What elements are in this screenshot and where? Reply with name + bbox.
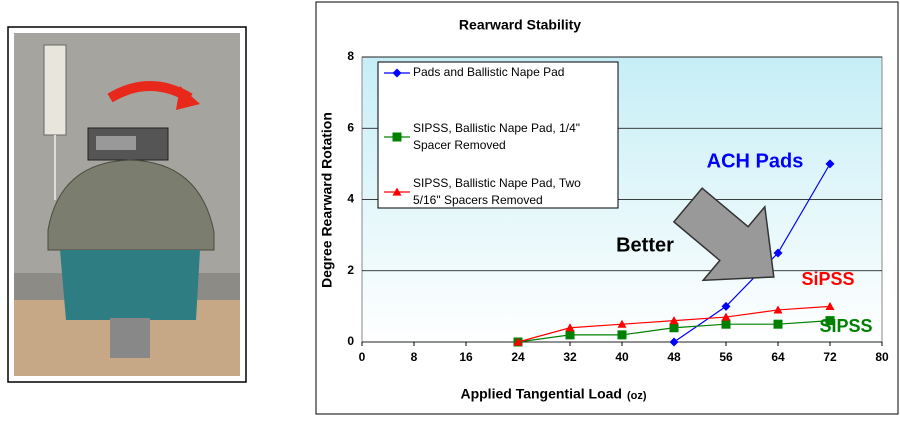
marker bbox=[617, 330, 627, 340]
annotation: SIPSS bbox=[819, 316, 872, 336]
annotation: Better bbox=[616, 234, 674, 256]
x-tick-label: 32 bbox=[563, 350, 577, 364]
marker bbox=[617, 319, 627, 328]
marker bbox=[565, 323, 575, 332]
x-tick-label: 64 bbox=[771, 350, 785, 364]
marker bbox=[669, 323, 679, 333]
x-tick-label: 0 bbox=[359, 350, 366, 364]
x-tick-label: 24 bbox=[511, 350, 525, 364]
marker bbox=[721, 319, 731, 329]
annotation: ACH Pads bbox=[707, 150, 804, 172]
marker bbox=[513, 337, 523, 346]
chart-title: Rearward Stability bbox=[459, 17, 581, 33]
y-tick-label: 0 bbox=[347, 334, 354, 348]
y-tick-label: 6 bbox=[347, 120, 354, 134]
photo bbox=[7, 26, 247, 383]
series-line bbox=[673, 163, 831, 343]
x-tick-label: 48 bbox=[667, 350, 681, 364]
y-tick-label: 4 bbox=[347, 192, 354, 206]
annotation: SiPSS bbox=[801, 269, 854, 289]
marker bbox=[773, 305, 783, 314]
marker bbox=[825, 159, 835, 169]
legend-label-box: SIPSS, Ballistic Nape Pad, Two 5/16" Spa… bbox=[413, 176, 581, 207]
legend-label: SIPSS, Ballistic Nape Pad, 1/4" Spacer R… bbox=[413, 121, 581, 152]
x-tick-label: 40 bbox=[615, 350, 629, 364]
legend bbox=[377, 61, 619, 209]
marker bbox=[669, 316, 679, 325]
marker bbox=[392, 187, 402, 196]
x-tick-label: 80 bbox=[875, 350, 889, 364]
better-arrow bbox=[672, 187, 775, 282]
legend-label: Pads and Ballistic Nape Pad bbox=[413, 65, 565, 79]
x-tick-label: 16 bbox=[459, 350, 473, 364]
legend-label-box: Pads and Ballistic Nape Pad bbox=[413, 65, 565, 79]
marker bbox=[669, 337, 679, 347]
marker bbox=[825, 316, 835, 326]
marker bbox=[721, 312, 731, 321]
x-tick-label: 72 bbox=[823, 350, 837, 364]
marker bbox=[825, 301, 835, 310]
legend-label: SIPSS, Ballistic Nape Pad, Two 5/16" Spa… bbox=[413, 176, 581, 207]
marker bbox=[565, 330, 575, 340]
x-tick-label: 56 bbox=[719, 350, 733, 364]
x-tick-label: 8 bbox=[411, 350, 418, 364]
marker bbox=[773, 248, 783, 258]
y-tick-label: 2 bbox=[347, 263, 354, 277]
y-tick-label: 8 bbox=[347, 49, 354, 63]
x-axis-label: Applied Tangential Load bbox=[460, 386, 622, 402]
marker bbox=[392, 68, 402, 78]
marker bbox=[721, 301, 731, 311]
legend-label-box: SIPSS, Ballistic Nape Pad, 1/4" Spacer R… bbox=[413, 121, 581, 152]
x-axis-unit: (oz) bbox=[627, 390, 647, 402]
marker bbox=[392, 132, 402, 142]
y-axis-label: Degree Rearward Rotation bbox=[319, 112, 335, 288]
marker bbox=[773, 319, 783, 329]
